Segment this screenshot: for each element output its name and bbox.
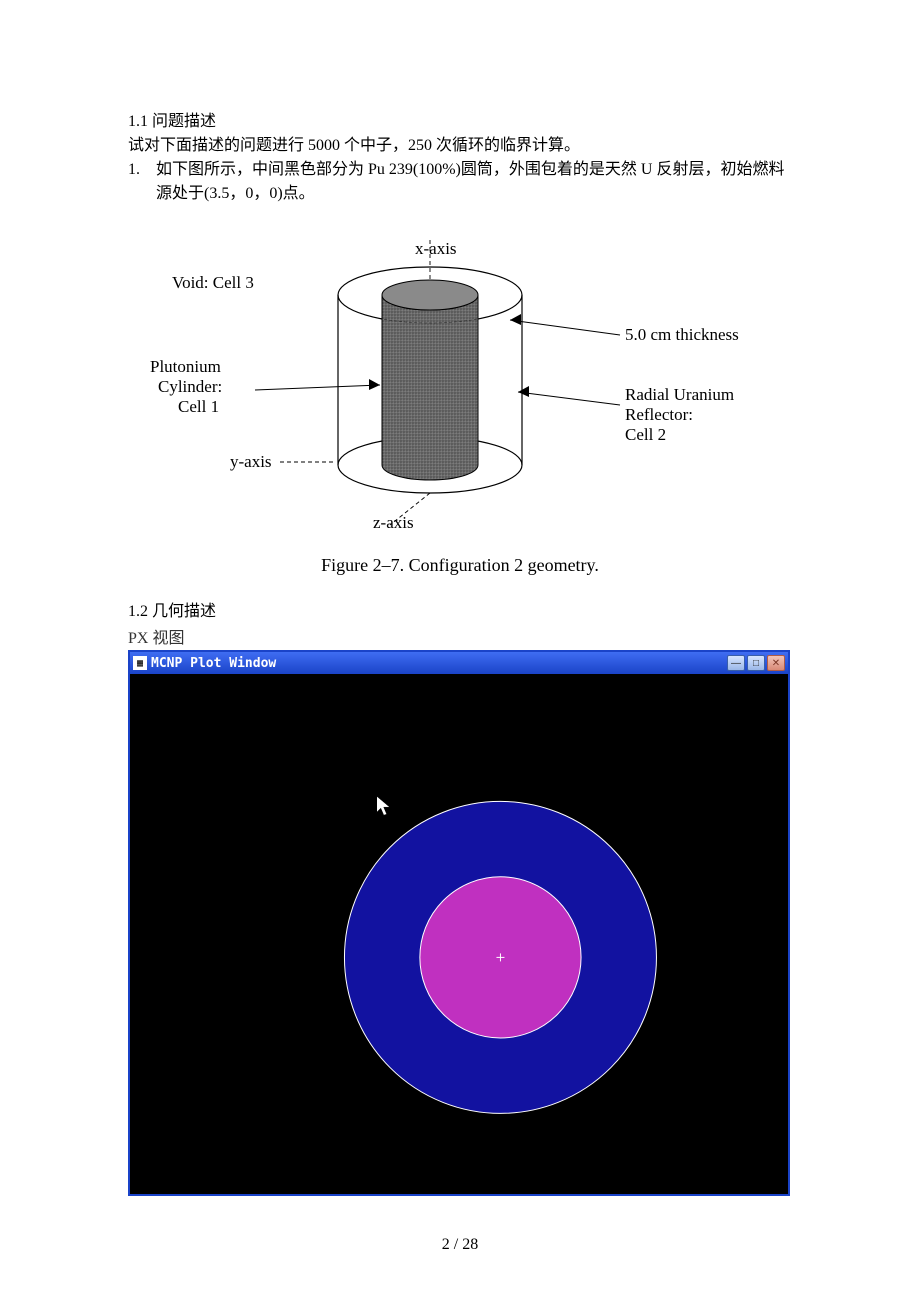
xaxis-label: x-axis bbox=[415, 239, 457, 258]
mcnp-plot-window: ▦ MCNP Plot Window — □ ✕ bbox=[128, 650, 790, 1196]
app-icon: ▦ bbox=[133, 656, 147, 670]
plutonium-l1: Plutonium bbox=[150, 357, 221, 376]
cursor-icon bbox=[377, 796, 390, 815]
figure-caption: Figure 2–7. Configuration 2 geometry. bbox=[128, 555, 792, 576]
list-text: 如下图所示，中间黑色部分为 Pu 239(100%)圆筒，外围包着的是天然 U … bbox=[156, 161, 784, 202]
figure-2-7: x-axis Void: Cell 3 5.0 cm thickness Plu… bbox=[128, 230, 792, 535]
plutonium-l3: Cell 1 bbox=[178, 397, 219, 416]
geometry-diagram: x-axis Void: Cell 3 5.0 cm thickness Plu… bbox=[130, 230, 790, 530]
window-title: ▦ MCNP Plot Window bbox=[133, 656, 276, 671]
reflector-l2: Reflector: bbox=[625, 405, 693, 424]
section-2-heading: 1.2 几何描述 bbox=[128, 600, 792, 624]
close-button[interactable]: ✕ bbox=[767, 655, 785, 671]
plutonium-l2: Cylinder: bbox=[158, 377, 222, 396]
plot-svg bbox=[130, 674, 788, 1194]
reflector-l1: Radial Uranium bbox=[625, 385, 734, 404]
reflector-l3: Cell 2 bbox=[625, 425, 666, 444]
yaxis-label: y-axis bbox=[230, 452, 272, 471]
px-view-label: PX 视图 bbox=[128, 624, 792, 648]
plot-canvas bbox=[130, 674, 788, 1194]
titlebar: ▦ MCNP Plot Window — □ ✕ bbox=[130, 652, 788, 674]
window-controls: — □ ✕ bbox=[727, 655, 785, 671]
zaxis-label: z-axis bbox=[373, 513, 414, 530]
page-number: 2 / 28 bbox=[0, 1236, 920, 1254]
problem-list-item-1: 1.如下图所示，中间黑色部分为 Pu 239(100%)圆筒，外围包着的是天然 … bbox=[128, 158, 792, 206]
section-1-heading: 1.1 问题描述 bbox=[128, 110, 792, 134]
window-title-text: MCNP Plot Window bbox=[151, 656, 276, 671]
section-1-intro: 试对下面描述的问题进行 5000 个中子，250 次循环的临界计算。 bbox=[128, 134, 792, 158]
thickness-label: 5.0 cm thickness bbox=[625, 325, 739, 344]
maximize-button[interactable]: □ bbox=[747, 655, 765, 671]
list-number: 1. bbox=[128, 158, 156, 182]
minimize-button[interactable]: — bbox=[727, 655, 745, 671]
void-label: Void: Cell 3 bbox=[172, 273, 254, 292]
